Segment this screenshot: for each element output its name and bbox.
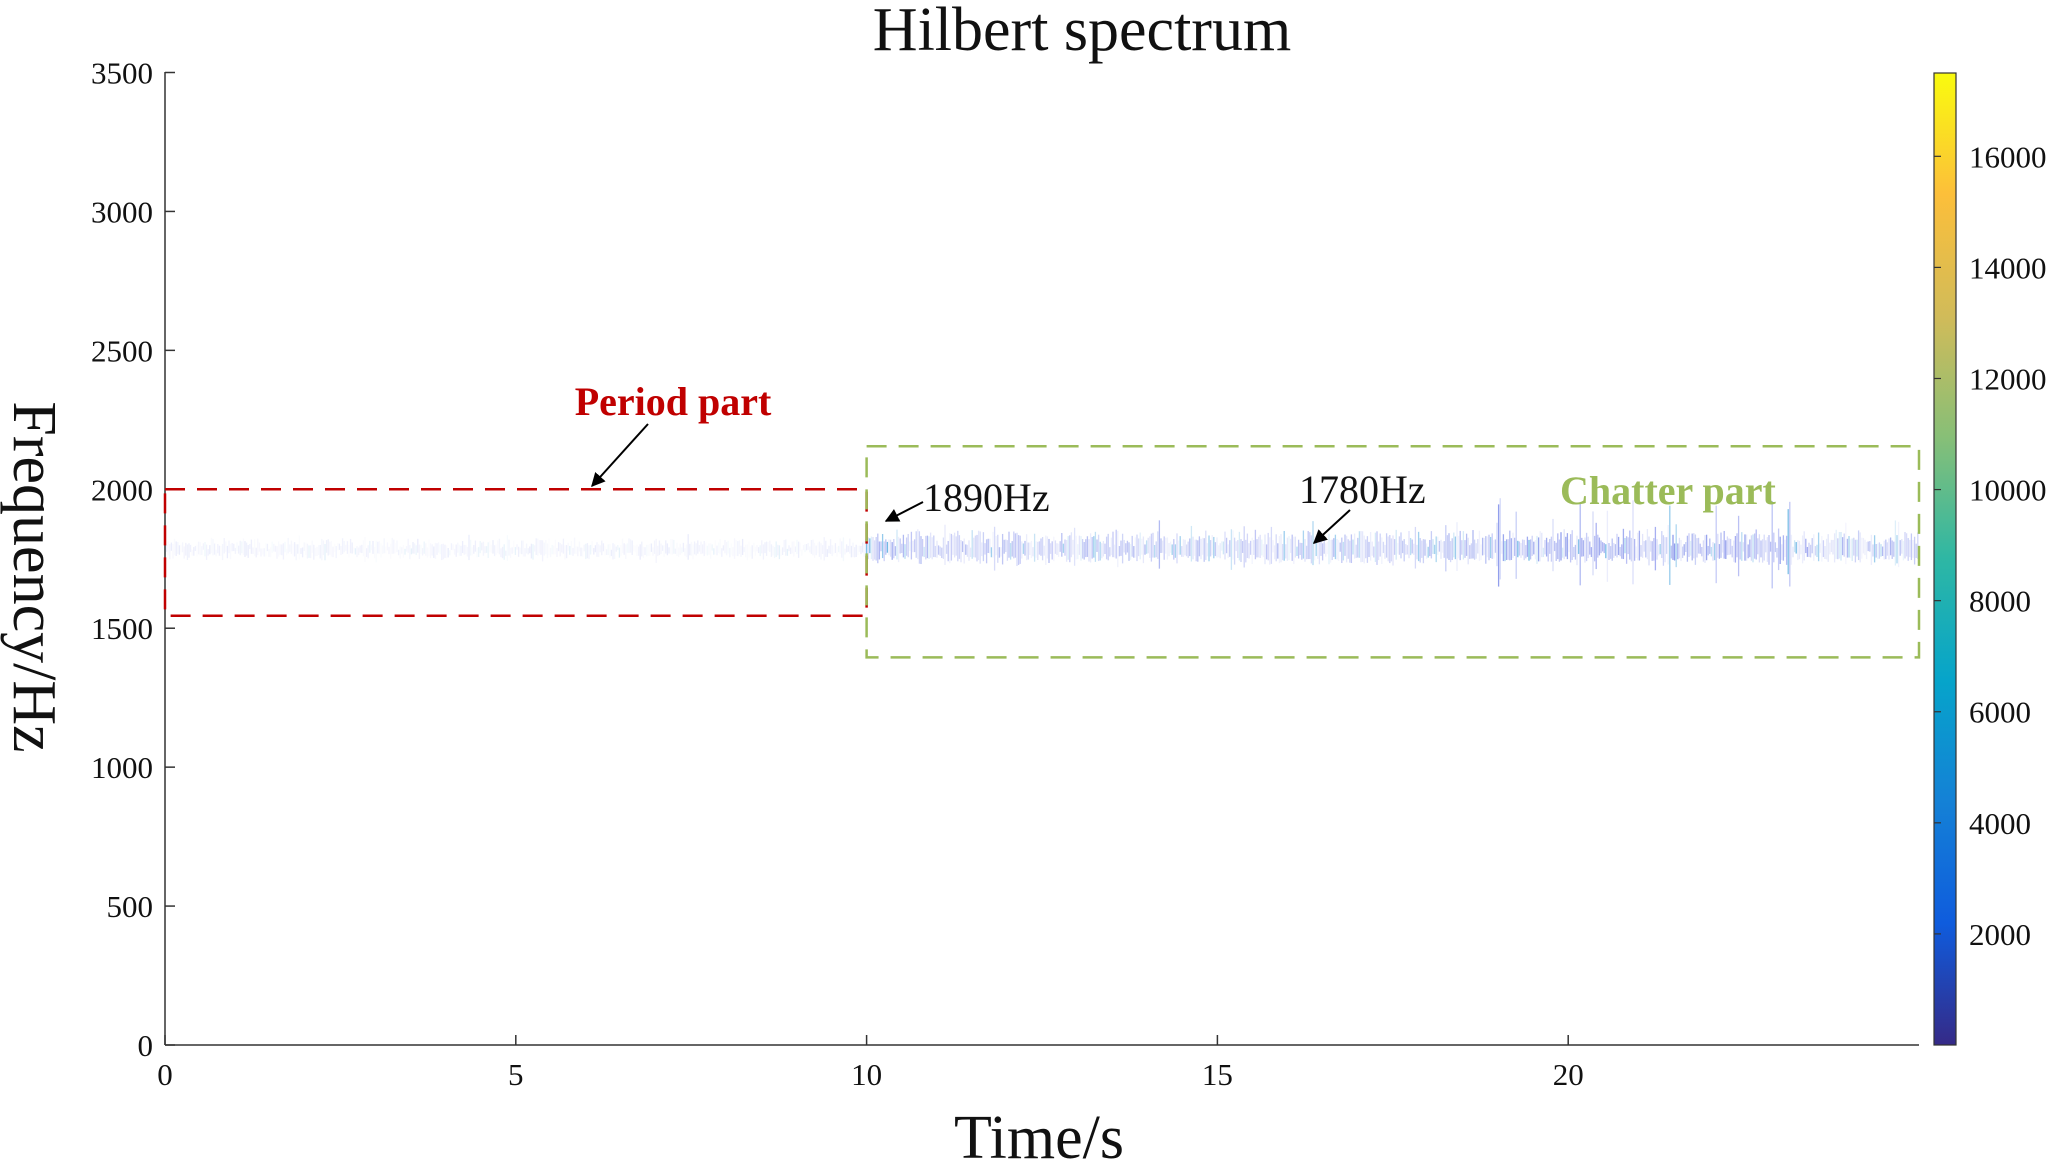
x-tick-label: 20 — [1553, 1057, 1584, 1092]
y-ticks: 0 500 1000 1500 2000 2500 3000 3500 — [91, 56, 175, 1063]
x-tick-label: 0 — [157, 1057, 173, 1092]
chatter-region-box — [865, 444, 1921, 659]
colorbar-tick-label: 10000 — [1969, 473, 2047, 508]
colorbar-tick-label: 12000 — [1969, 361, 2047, 396]
y-tick-label: 2500 — [91, 333, 153, 368]
y-tick-label: 3500 — [91, 56, 153, 91]
x-tick-label: 5 — [508, 1057, 524, 1092]
x-axis-label: Time/s — [954, 1104, 1124, 1163]
x-ticks: 0 5 10 15 20 — [157, 1035, 1584, 1092]
chatter-part-label: Chatter part — [1560, 468, 1777, 513]
y-tick-label: 1500 — [91, 611, 153, 646]
period-part-arrow — [591, 423, 649, 488]
colorbar-tick-label: 6000 — [1969, 695, 2031, 730]
y-tick-label: 0 — [138, 1028, 154, 1063]
annotation-1890hz-arrow — [884, 501, 924, 522]
colorbar-ticks: 2000 4000 6000 8000 10000 12000 14000 16000 — [1934, 139, 2047, 952]
colorbar-tick-label: 14000 — [1969, 250, 2047, 285]
colorbar — [1933, 72, 1957, 1046]
colorbar-tick-label: 2000 — [1969, 917, 2031, 952]
annotation-1780hz: 1780Hz — [1299, 467, 1426, 512]
spectrum-marks — [164, 498, 1919, 589]
y-tick-label: 3000 — [91, 194, 153, 229]
chart-title: Hilbert spectrum — [873, 0, 1291, 64]
colorbar-tick-label: 8000 — [1969, 584, 2031, 619]
y-tick-label: 1000 — [91, 750, 153, 785]
colorbar-tick-label: 16000 — [1969, 139, 2047, 174]
annotation-1890hz: 1890Hz — [923, 475, 1050, 520]
y-axis-label: Frequency/Hz — [0, 401, 68, 752]
y-tick-label: 500 — [107, 889, 154, 924]
x-tick-label: 10 — [851, 1057, 882, 1092]
colorbar-tick-label: 4000 — [1969, 806, 2031, 841]
period-part-label: Period part — [575, 379, 772, 424]
y-tick-label: 2000 — [91, 472, 153, 507]
annotation-1780hz-arrow — [1312, 509, 1351, 544]
x-tick-label: 15 — [1202, 1057, 1233, 1092]
